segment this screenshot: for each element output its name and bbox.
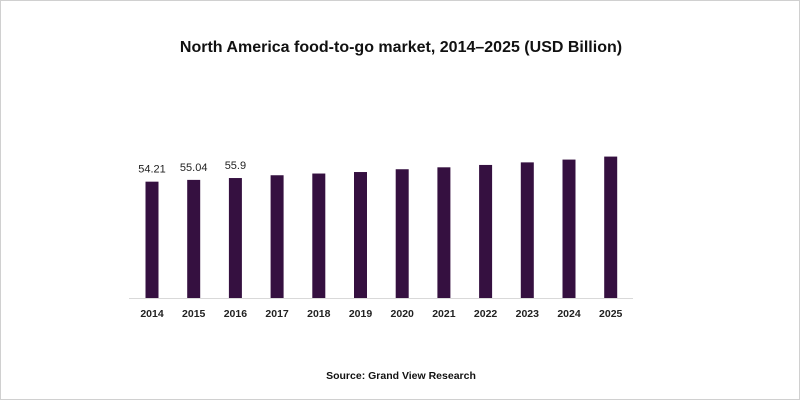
bar-2016 — [228, 178, 242, 298]
bar-2015 — [187, 179, 201, 298]
x-tick-label: 2017 — [265, 308, 289, 320]
x-tick-label: 2018 — [307, 308, 331, 320]
x-tick-label: 2024 — [557, 308, 581, 320]
x-tick-label: 2022 — [474, 308, 498, 320]
bar-2025 — [604, 156, 618, 298]
data-label: 54.21 — [138, 164, 166, 176]
bar-2019 — [354, 172, 367, 298]
x-tick-label: 2023 — [516, 308, 540, 320]
x-tick-label: 2015 — [182, 308, 206, 320]
bar-2014 — [145, 181, 159, 298]
bar-2020 — [395, 169, 409, 298]
bar-2021 — [437, 167, 451, 298]
bar-2024 — [562, 159, 576, 298]
data-label: 55.9 — [225, 160, 246, 172]
x-tick-label: 2025 — [599, 308, 623, 320]
x-tick-label: 2014 — [140, 308, 164, 320]
bar-2022 — [479, 164, 493, 298]
data-label: 55.04 — [180, 162, 208, 174]
x-tick-label: 2020 — [391, 308, 415, 320]
chart-title: North America food-to-go market, 2014–20… — [179, 39, 623, 56]
x-tick-label: 2016 — [224, 308, 248, 320]
bar-2023 — [520, 162, 534, 298]
bar-2017 — [270, 175, 284, 298]
x-tick-label: 2019 — [349, 308, 373, 320]
chart-source: Source: Grand View Research — [326, 370, 476, 382]
x-tick-label: 2021 — [432, 308, 456, 320]
bar-2018 — [312, 173, 326, 298]
